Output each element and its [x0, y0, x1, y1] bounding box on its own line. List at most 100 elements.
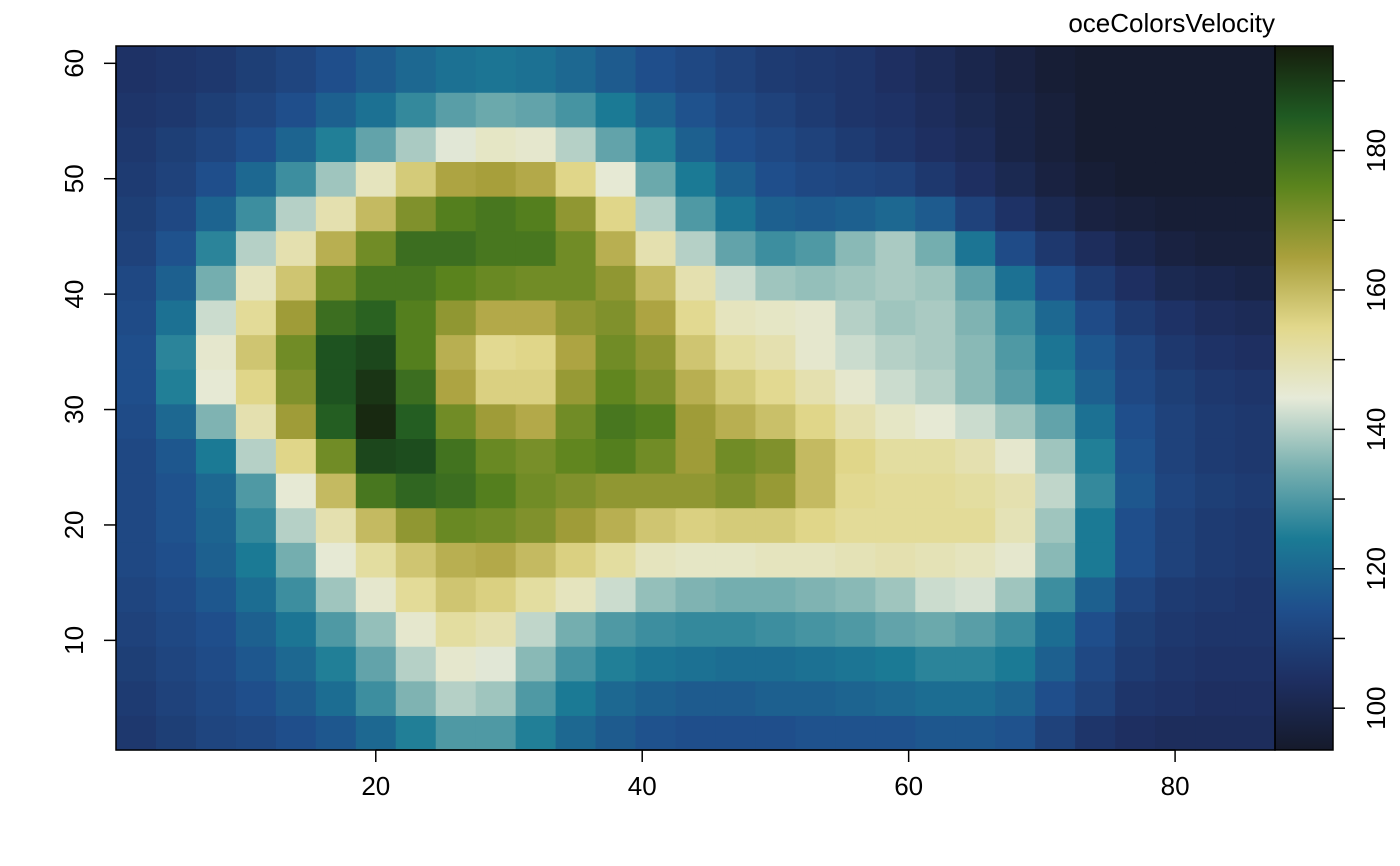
heatmap-cell	[515, 576, 557, 613]
heatmap-cell	[755, 92, 797, 128]
heatmap-cell	[875, 369, 916, 405]
heatmap-cell	[195, 299, 237, 336]
heatmap-cell	[915, 646, 956, 682]
heatmap-cell	[355, 680, 397, 716]
heatmap-cell	[595, 646, 637, 682]
heatmap-cell	[515, 507, 557, 543]
heatmap-cell	[1075, 680, 1116, 716]
heatmap-cell	[875, 438, 916, 474]
heatmap-cell	[875, 196, 916, 232]
heatmap-cell	[475, 438, 517, 474]
heatmap-cell	[675, 196, 717, 232]
heatmap-cell	[755, 196, 797, 232]
heatmap-cell	[835, 369, 876, 405]
heatmap-cell	[955, 438, 996, 474]
heatmap-cell	[515, 611, 557, 647]
heatmap-cell	[355, 576, 397, 613]
heatmap-cell	[1235, 680, 1276, 716]
heatmap-cell	[715, 438, 757, 474]
heatmap-cell	[116, 230, 157, 266]
heatmap-cell	[395, 369, 437, 405]
heatmap-cell	[1235, 230, 1276, 266]
heatmap-cell	[675, 230, 717, 266]
heatmap-cell	[755, 334, 797, 370]
heatmap-cell	[275, 576, 317, 613]
heatmap-cell	[995, 438, 1036, 474]
heatmap-cell	[635, 299, 677, 336]
heatmap-cell	[1155, 46, 1196, 93]
heatmap-cell	[395, 92, 437, 128]
heatmap-cell	[915, 680, 956, 716]
heatmap-cell	[555, 230, 597, 266]
heatmap-cell	[915, 542, 956, 578]
heatmap-cell	[435, 611, 477, 647]
heatmap-cell	[155, 126, 197, 163]
heatmap-cell	[275, 161, 317, 197]
heatmap-cell	[315, 92, 357, 128]
heatmap-cell	[315, 576, 357, 613]
heatmap-cell	[995, 230, 1036, 266]
heatmap-cell	[595, 196, 637, 232]
heatmap-cell	[875, 230, 916, 266]
heatmap-cell	[675, 507, 717, 543]
heatmap-cell	[1075, 542, 1116, 578]
heatmap-cell	[355, 92, 397, 128]
heatmap-cell	[1235, 299, 1276, 336]
heatmap-cell	[555, 126, 597, 163]
heatmap-cell	[195, 715, 237, 751]
heatmap-cell	[595, 507, 637, 543]
heatmap-cell	[1075, 334, 1116, 370]
heatmap-cell	[715, 369, 757, 405]
heatmap-cell	[435, 46, 477, 93]
heatmap-cell	[435, 576, 477, 613]
heatmap-cell	[755, 299, 797, 336]
heatmap-cell	[635, 92, 677, 128]
heatmap-cell	[235, 299, 277, 336]
heatmap-cell	[355, 196, 397, 232]
heatmap-cell	[235, 680, 277, 716]
heatmap-cell	[315, 715, 357, 751]
heatmap-cell	[835, 715, 876, 751]
heatmap-cell	[1035, 403, 1076, 439]
heatmap-cell	[1075, 92, 1116, 128]
heatmap-cell	[1195, 299, 1236, 336]
heatmap-cell	[595, 576, 637, 613]
heatmap-cell	[875, 403, 916, 439]
heatmap-cell	[435, 265, 477, 301]
heatmap-cell	[435, 299, 477, 336]
heatmap-cell	[515, 646, 557, 682]
heatmap-cell	[1075, 161, 1116, 197]
heatmap-cell	[595, 92, 637, 128]
heatmap-cell	[1035, 230, 1076, 266]
heatmap-cell	[915, 438, 956, 474]
heatmap-cell	[1195, 680, 1236, 716]
heatmap-cell	[1195, 196, 1236, 232]
heatmap-cell	[475, 126, 517, 163]
colorbar-frame	[1274, 45, 1334, 751]
heatmap-cell	[675, 334, 717, 370]
heatmap-cell	[315, 680, 357, 716]
heatmap-cell	[195, 438, 237, 474]
heatmap-cell	[116, 542, 157, 578]
heatmap-cell	[1195, 715, 1236, 751]
heatmap-cell	[635, 542, 677, 578]
heatmap-cell	[275, 265, 317, 301]
heatmap-cell	[355, 161, 397, 197]
heatmap-cell	[355, 230, 397, 266]
heatmap-cell	[755, 230, 797, 266]
heatmap-cell	[195, 334, 237, 370]
heatmap-cell	[395, 473, 437, 509]
heatmap-cell	[1195, 230, 1236, 266]
heatmap-cell	[195, 576, 237, 613]
heatmap-cell	[435, 473, 477, 509]
heatmap-cell	[835, 403, 876, 439]
x-tick-label: 20	[361, 771, 390, 801]
heatmap-cell	[995, 611, 1036, 647]
heatmap-cell	[795, 230, 836, 266]
heatmap-cell	[315, 611, 357, 647]
heatmap-cell	[116, 126, 157, 163]
heatmap-cell	[515, 542, 557, 578]
heatmap-cell	[395, 542, 437, 578]
heatmap-cell	[875, 92, 916, 128]
heatmap-cell	[395, 265, 437, 301]
